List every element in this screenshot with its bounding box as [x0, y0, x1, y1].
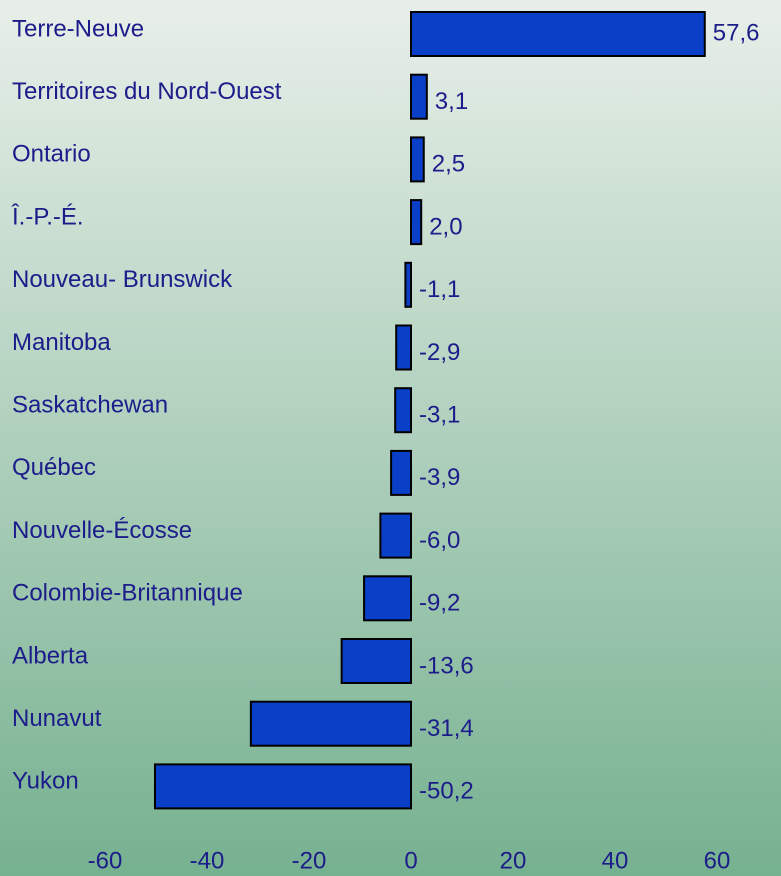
- value-label: -3,9: [419, 464, 460, 491]
- value-label: -3,1: [419, 402, 460, 429]
- x-tick-label: 20: [500, 847, 527, 874]
- value-label: -50,2: [419, 778, 474, 805]
- bar: [410, 73, 428, 120]
- x-tick-label: -40: [190, 847, 225, 874]
- category-label: Colombie-Britannique: [12, 580, 243, 607]
- value-label: -1,1: [419, 276, 460, 303]
- bar: [395, 324, 412, 371]
- x-tick-label: -20: [292, 847, 327, 874]
- value-label: -6,0: [419, 527, 460, 554]
- category-label: Québec: [12, 454, 96, 481]
- category-label: Saskatchewan: [12, 392, 168, 419]
- bar: [394, 387, 413, 434]
- value-label: 3,1: [435, 88, 468, 115]
- bar: [340, 638, 413, 684]
- category-label: Î.-P.-É.: [11, 203, 84, 230]
- value-label: 57,6: [713, 19, 760, 46]
- value-label: -2,9: [419, 339, 460, 366]
- category-label: Yukon: [12, 768, 79, 795]
- bar: [153, 763, 412, 810]
- value-label: -13,6: [419, 652, 474, 679]
- bar: [379, 512, 412, 559]
- x-tick-label: -60: [88, 847, 123, 874]
- category-label: Ontario: [12, 141, 91, 168]
- bar: [363, 575, 412, 622]
- value-label: 2,5: [432, 151, 465, 178]
- category-label: Nunavut: [12, 705, 102, 732]
- value-label: 2,0: [429, 213, 462, 240]
- bar: [404, 261, 413, 308]
- bar: [249, 700, 412, 747]
- bar: [410, 136, 425, 183]
- category-label: Manitoba: [12, 329, 111, 356]
- bar: [410, 199, 423, 246]
- bar: [410, 11, 706, 57]
- category-label: Nouvelle-Écosse: [12, 517, 192, 544]
- x-tick-label: 60: [704, 847, 731, 874]
- category-label: Territoires du Nord-Ouest: [12, 78, 282, 105]
- value-label: -9,2: [419, 590, 460, 617]
- value-label: -31,4: [419, 715, 474, 742]
- x-tick-label: 0: [404, 847, 417, 874]
- category-label: Alberta: [12, 642, 89, 669]
- x-tick-label: 40: [602, 847, 629, 874]
- category-label: Terre-Neuve: [12, 15, 144, 42]
- category-label: Nouveau- Brunswick: [12, 266, 233, 293]
- bar: [390, 449, 412, 496]
